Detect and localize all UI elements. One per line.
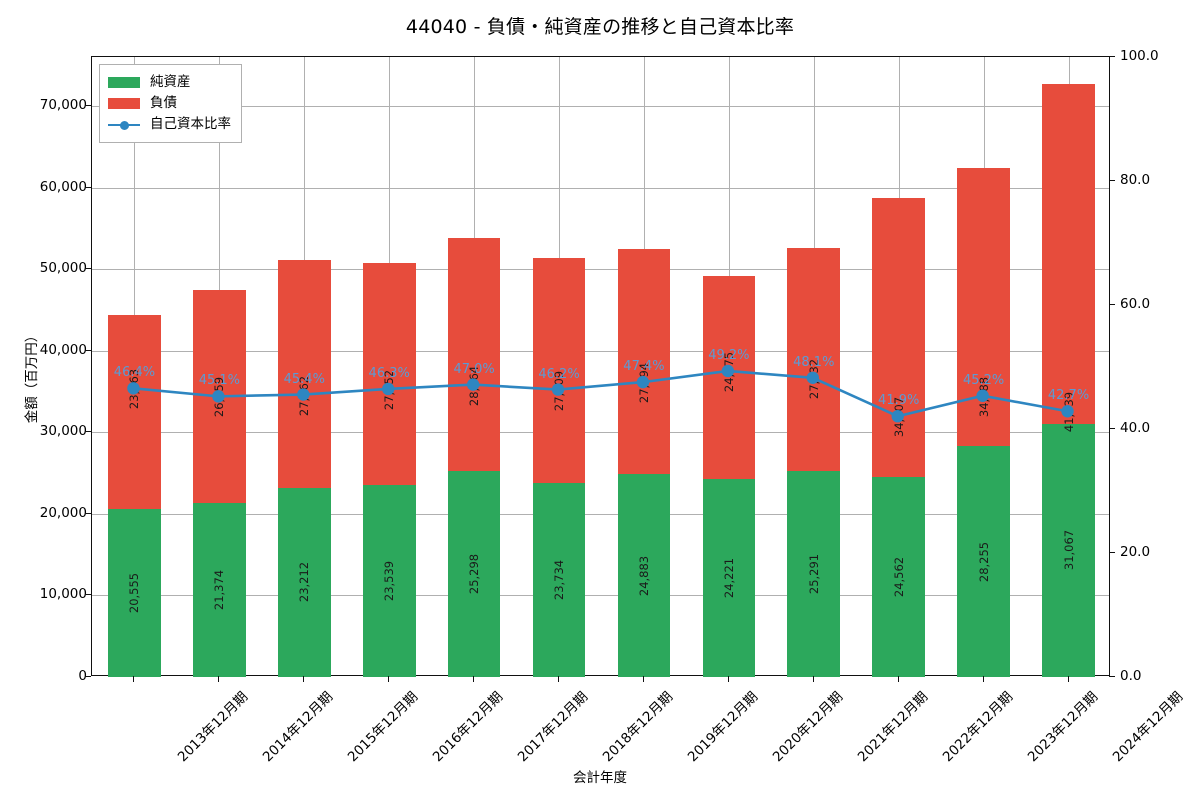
bar-segment-liabilities — [957, 167, 1010, 447]
bar-segment-net-assets — [362, 484, 416, 677]
x-axis-tick-mark — [133, 676, 135, 682]
y-axis-right-tick-label: 100.0 — [1120, 48, 1159, 64]
x-axis-tick-mark — [812, 676, 814, 682]
x-axis-tick-label: 2022年12月期 — [939, 688, 1016, 766]
y-axis-left-tick-label: 0 — [78, 668, 87, 684]
x-axis-tick-label: 2020年12月期 — [769, 688, 847, 766]
x-axis-tick-mark — [727, 676, 729, 682]
bar-segment-net-assets — [1042, 423, 1095, 677]
y-axis-left-tick-mark — [85, 268, 91, 270]
legend-label-equity-ratio: 自己資本比率 — [150, 115, 231, 132]
y-axis-left-tick-label: 40,000 — [39, 341, 87, 358]
x-axis-label: 会計年度 — [573, 770, 627, 786]
legend-label-net-assets: 純資産 — [150, 73, 191, 90]
x-axis-tick-mark — [473, 676, 475, 682]
y-axis-left-tick-label: 10,000 — [39, 586, 87, 603]
y-axis-right-tick-mark — [1109, 676, 1115, 677]
plot-area: 20,555 23,763 21,374 26,059 23,212 27,962 23,5… — [91, 56, 1110, 677]
y-axis-right-tick-label: 20.0 — [1120, 544, 1151, 560]
x-axis-tick-label: 2023年12月期 — [1024, 688, 1101, 766]
bar-segment-liabilities — [787, 247, 841, 471]
y-axis-right-tick-mark — [1109, 304, 1115, 305]
gridline-horizontal — [92, 513, 1109, 515]
x-axis-tick-mark — [558, 676, 560, 682]
x-axis-tick-mark — [218, 676, 220, 682]
y-axis-right-tick-label: 40.0 — [1120, 420, 1151, 436]
gridline-horizontal — [92, 187, 1109, 189]
x-axis-tick-mark — [642, 676, 644, 682]
y-axis-right-tick-label: 60.0 — [1120, 296, 1151, 312]
bar-segment-net-assets — [193, 502, 246, 677]
x-axis-tick-label: 2018年12月期 — [599, 688, 677, 766]
y-axis-left-tick-label: 50,000 — [39, 260, 87, 277]
y-axis-left-tick-mark — [85, 512, 91, 514]
y-axis-left-tick-label: 20,000 — [39, 504, 87, 521]
bar-segment-liabilities — [532, 258, 586, 484]
x-axis-tick-mark — [388, 676, 390, 682]
y-axis-left-label: 金額（百万円） — [24, 328, 40, 424]
y-axis-right-tick-label: 80.0 — [1120, 172, 1151, 188]
y-axis-right-tick-mark — [1109, 56, 1115, 57]
bar-segment-net-assets — [617, 474, 671, 677]
x-axis-tick-label: 2019年12月期 — [684, 688, 762, 766]
y-axis-right-tick-mark — [1109, 428, 1115, 429]
legend-dot-equity-ratio — [120, 120, 129, 130]
y-axis-left-tick-mark — [85, 431, 91, 433]
x-axis-tick-label: 2021年12月期 — [854, 688, 931, 766]
bar-segment-net-assets — [957, 446, 1010, 677]
legend-marker-equity-ratio — [108, 118, 140, 132]
legend-item-liabilities: 負債 — [108, 93, 231, 114]
x-axis-tick-label: 2017年12月期 — [514, 688, 592, 766]
bar-segment-net-assets — [787, 470, 841, 677]
bar-segment-liabilities — [702, 275, 756, 480]
y-axis-right-tick-label: 0.0 — [1120, 668, 1142, 684]
bar-segment-net-assets — [702, 479, 756, 677]
y-axis-right-tick-mark — [1109, 180, 1115, 181]
y-axis-left-tick-label: 70,000 — [39, 96, 87, 113]
bar-segment-net-assets — [108, 509, 161, 677]
gridline-horizontal — [92, 432, 1109, 434]
y-axis-left-tick-mark — [85, 349, 91, 351]
bar-segment-liabilities — [872, 198, 926, 477]
x-axis-tick-mark — [303, 676, 305, 682]
y-axis-left-tick-label: 30,000 — [39, 423, 87, 440]
x-axis-tick-mark — [897, 676, 899, 682]
x-axis-tick-label: 2013年12月期 — [175, 688, 252, 766]
legend-swatch-liabilities — [108, 98, 140, 109]
bar-segment-net-assets — [872, 476, 926, 677]
gridline-horizontal — [92, 595, 1109, 597]
chart-legend: 純資産 負債 自己資本比率 — [99, 64, 242, 143]
bar-segment-liabilities — [1042, 83, 1095, 424]
y-axis-left-tick-label: 60,000 — [39, 178, 87, 195]
y-axis-left-tick-mark — [85, 104, 91, 106]
y-axis-left-tick-mark — [85, 594, 91, 596]
bar-segment-liabilities — [277, 259, 331, 488]
y-axis-left-tick-mark — [85, 186, 91, 188]
x-axis-tick-label: 2024年12月期 — [1109, 688, 1186, 766]
chart-title: 44040 - 負債・純資産の推移と自己資本比率 — [405, 16, 795, 38]
bar-segment-liabilities — [362, 262, 416, 485]
bar-segment-liabilities — [617, 248, 671, 474]
legend-item-equity-ratio: 自己資本比率 — [108, 114, 231, 135]
y-axis-right-tick-mark — [1109, 552, 1115, 553]
bar-segment-liabilities — [108, 315, 161, 510]
bar-segment-liabilities — [447, 237, 501, 471]
gridline-horizontal — [92, 105, 1109, 107]
legend-item-net-assets: 純資産 — [108, 72, 231, 93]
bar-segment-liabilities — [193, 290, 246, 503]
bar-segment-net-assets — [447, 470, 501, 677]
x-axis-tick-label: 2014年12月期 — [260, 688, 337, 766]
x-axis-tick-label: 2015年12月期 — [345, 688, 422, 766]
y-axis-left-tick-mark — [85, 676, 91, 677]
legend-swatch-net-assets — [108, 77, 140, 88]
bar-segment-net-assets — [532, 483, 586, 677]
x-axis-tick-label: 2016年12月期 — [429, 688, 507, 766]
x-axis-tick-mark — [1067, 676, 1069, 682]
bar-segment-net-assets — [277, 487, 331, 677]
gridline-horizontal — [92, 350, 1109, 352]
x-axis-tick-mark — [982, 676, 984, 682]
gridline-horizontal — [92, 269, 1109, 271]
legend-label-liabilities: 負債 — [150, 94, 177, 111]
